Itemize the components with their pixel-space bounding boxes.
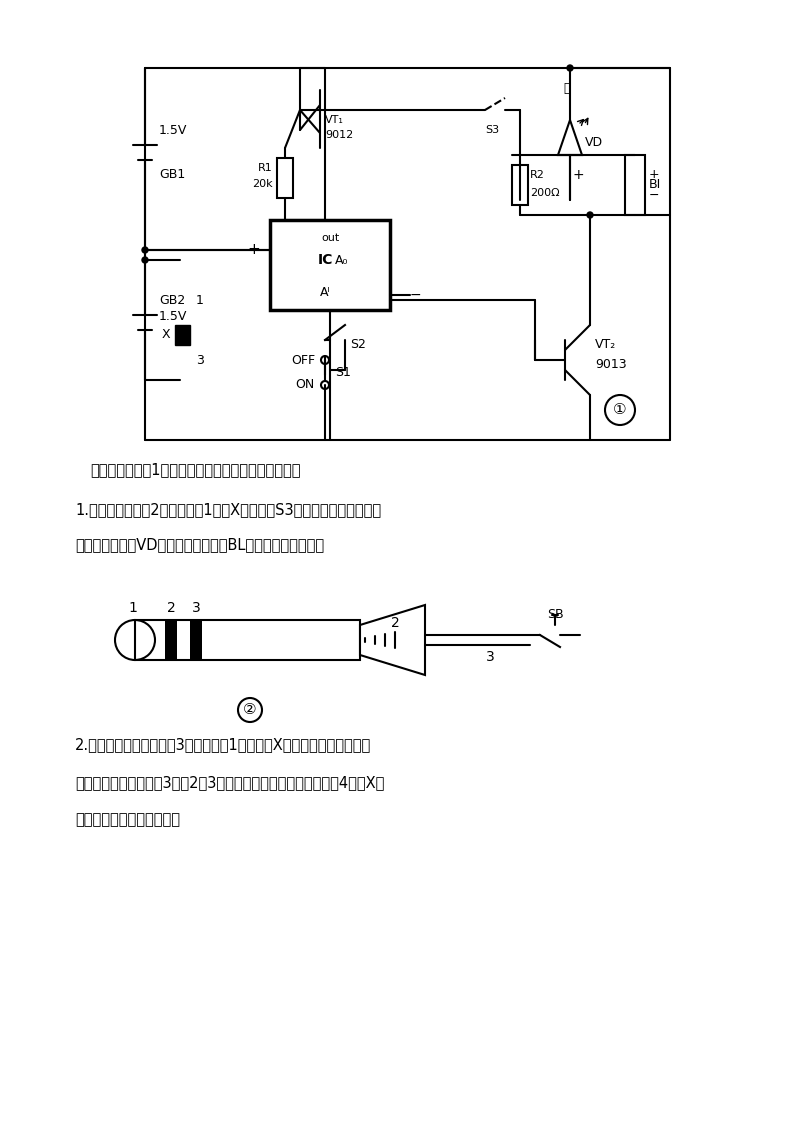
Text: +: + <box>649 169 660 181</box>
Text: 2: 2 <box>179 328 187 342</box>
Text: GB2: GB2 <box>159 293 186 307</box>
Text: S2: S2 <box>350 338 366 352</box>
Bar <box>270 220 390 310</box>
Text: VT₂: VT₂ <box>595 338 616 352</box>
Text: 1: 1 <box>196 293 204 307</box>
Text: IC: IC <box>318 252 333 267</box>
Text: 红: 红 <box>563 82 570 94</box>
Text: 2: 2 <box>390 616 399 631</box>
Text: ②: ② <box>243 703 257 718</box>
Text: ON: ON <box>296 378 315 392</box>
Text: 200Ω: 200Ω <box>530 188 560 198</box>
Text: −: − <box>395 293 406 307</box>
Text: S1: S1 <box>335 366 351 378</box>
Bar <box>190 620 202 660</box>
Text: R2: R2 <box>530 170 545 180</box>
Text: 9012: 9012 <box>325 130 354 140</box>
Text: out: out <box>321 233 339 243</box>
Text: X: X <box>162 328 170 342</box>
Text: 3: 3 <box>192 601 200 615</box>
Bar <box>277 158 293 198</box>
Bar <box>512 165 528 205</box>
Text: S3: S3 <box>485 125 499 135</box>
Text: 1.5V: 1.5V <box>159 123 187 137</box>
Text: 2: 2 <box>166 601 175 615</box>
Circle shape <box>567 65 573 71</box>
Text: 1.声光门铃：将图2插头插入图1插座X内，按下S3会使原电磁讯响器发出: 1.声光门铃：将图2插头插入图1插座X内，按下S3会使原电磁讯响器发出 <box>75 503 381 517</box>
Text: −: − <box>410 288 422 302</box>
Text: 9013: 9013 <box>595 359 626 371</box>
Circle shape <box>142 247 148 252</box>
Text: +: + <box>573 168 585 182</box>
Text: BI: BI <box>649 179 662 191</box>
Text: Aᴵ: Aᴵ <box>320 285 330 299</box>
Text: VT₁: VT₁ <box>325 115 344 125</box>
Text: 1.5V: 1.5V <box>159 309 187 323</box>
Text: GB1: GB1 <box>159 169 186 181</box>
Polygon shape <box>558 120 582 155</box>
Text: 则可实现湿度或下雨报警。: 则可实现湿度或下雨报警。 <box>75 813 180 827</box>
Text: R1: R1 <box>258 163 273 173</box>
Bar <box>165 620 177 660</box>
Text: ①: ① <box>613 403 627 418</box>
Circle shape <box>142 257 148 263</box>
Text: SB: SB <box>546 609 563 621</box>
Text: 下面介绍利用图1线路所能实现的各种新的使用功能。: 下面介绍利用图1线路所能实现的各种新的使用功能。 <box>90 463 301 478</box>
Text: 1: 1 <box>129 601 138 615</box>
Text: OFF: OFF <box>291 353 315 367</box>
Text: 时只要水位上升到使图3中的2、3点短路即可发出声光定闹。将图4插入X中: 时只要水位上升到使图3中的2、3点短路即可发出声光定闹。将图4插入X中 <box>75 775 384 790</box>
Circle shape <box>587 212 593 218</box>
Text: −: − <box>649 189 659 201</box>
Text: +: + <box>247 242 260 257</box>
Text: 3: 3 <box>486 650 494 664</box>
Text: A₀: A₀ <box>335 254 349 266</box>
Text: 3: 3 <box>196 353 204 367</box>
Bar <box>625 155 645 215</box>
Text: 响亮的定闹声，VD也随之闪动发光。BL也可用扬声器代替。: 响亮的定闹声，VD也随之闪动发光。BL也可用扬声器代替。 <box>75 538 324 552</box>
Bar <box>135 620 360 660</box>
Text: VD: VD <box>585 136 603 148</box>
Polygon shape <box>360 604 425 675</box>
Text: 2.水位、湿度报警：将图3插头插入图1三芊插座X内，因水是导电的，局: 2.水位、湿度报警：将图3插头插入图1三芊插座X内，因水是导电的，局 <box>75 738 371 753</box>
Bar <box>175 325 190 345</box>
Text: 20k: 20k <box>252 179 273 189</box>
